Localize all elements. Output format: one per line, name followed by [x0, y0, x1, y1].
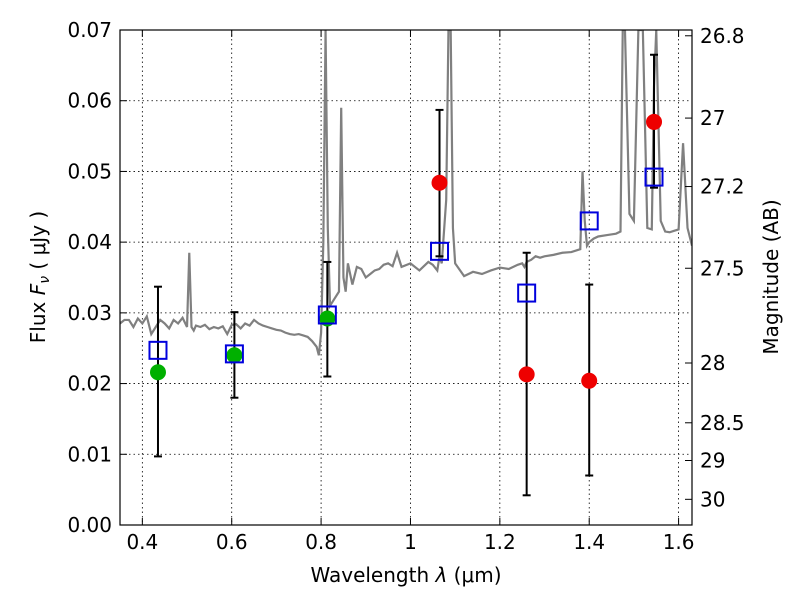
data-point-square: [579, 211, 599, 231]
y-tick-label: 0.06: [67, 89, 112, 113]
data-point-circle: [581, 372, 598, 389]
x-tick-label: 0.8: [305, 530, 337, 554]
x-axis-label: Wavelength λ (μm): [310, 563, 501, 587]
data-point-square: [644, 167, 664, 187]
y-tick-label: 0.04: [67, 230, 112, 254]
y-tick-label: 0.02: [67, 372, 112, 396]
data-point-square: [224, 344, 244, 364]
x-tick-label: 1.2: [484, 530, 516, 554]
data-point-square: [317, 305, 337, 325]
data-point-circle: [149, 364, 166, 381]
data-point-square: [430, 241, 450, 261]
right-tick-label: 27: [700, 106, 725, 130]
x-tick-label: 0.6: [216, 530, 248, 554]
right-tick-label: 28.5: [700, 411, 745, 435]
right-axis-ticks: 26.8 27 27.2 27.5 28 28.5 29 30: [685, 24, 745, 511]
data-point-circle: [431, 174, 448, 191]
right-axis-label: Magnitude (AB): [759, 199, 783, 354]
y-axis-label: Flux Fν ( μJy ): [26, 211, 53, 343]
x-tick-label: 1: [404, 530, 417, 554]
right-tick-label: 27.2: [700, 175, 745, 199]
sed-line: [120, 30, 692, 356]
right-tick-label: 28: [700, 351, 725, 375]
y-tick-label: 0.01: [67, 442, 112, 466]
y-tick-label: 0.07: [67, 18, 112, 42]
grid-lines: [120, 30, 692, 525]
data-point-circle: [518, 366, 535, 383]
y-tick-label: 0.05: [67, 159, 112, 183]
y-axis-ticks: 0.00 0.01 0.02 0.03 0.04 0.05 0.06 0.07: [67, 18, 127, 537]
data-point-square: [517, 283, 537, 303]
data-point-circle: [226, 347, 243, 364]
x-tick-label: 1.6: [663, 530, 695, 554]
y-tick-label: 0.03: [67, 301, 112, 325]
x-axis-ticks: 0.4 0.6 0.8 1 1.2 1.4 1.6: [126, 30, 695, 554]
right-tick-label: 30: [700, 487, 725, 511]
x-tick-label: 0.4: [126, 530, 158, 554]
sed-spectrum-line: [120, 30, 692, 356]
data-point-square: [148, 340, 168, 360]
right-tick-label: 29: [700, 449, 725, 473]
right-tick-label: 27.5: [700, 256, 745, 280]
data-point-circle: [646, 113, 663, 130]
y-tick-label: 0.00: [67, 513, 112, 537]
data-markers: [148, 113, 664, 389]
plot-frame: [119, 29, 693, 526]
error-bars: [153, 53, 659, 497]
right-tick-label: 26.8: [700, 24, 745, 48]
x-tick-label: 1.4: [573, 530, 605, 554]
